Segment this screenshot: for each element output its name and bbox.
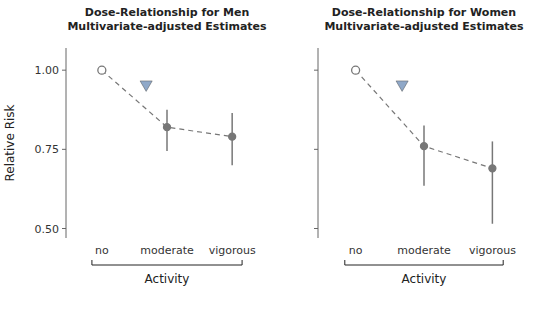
y-tick-label: 0.50 — [35, 223, 60, 236]
title: Dose-Relationship for Women — [332, 6, 516, 19]
panel: Dose-Relationship for MenMultivariate-ad… — [3, 6, 267, 286]
y-tick — [314, 149, 318, 150]
y-tick — [314, 228, 318, 229]
y-axis — [66, 48, 67, 238]
subtitle: Multivariate-adjusted Estimates — [324, 20, 524, 33]
bracket — [92, 260, 242, 265]
bracket — [345, 260, 503, 265]
y-tick — [62, 70, 66, 71]
x-tick-label: moderate — [397, 244, 451, 257]
x-label: Activity — [402, 272, 447, 286]
subtitle: Multivariate-adjusted Estimates — [67, 20, 267, 33]
triangle-marker — [140, 81, 152, 92]
triangle-marker — [396, 81, 408, 92]
plot-area — [98, 66, 236, 165]
error-bar — [492, 141, 494, 223]
panel: Dose-Relationship for WomenMultivariate-… — [314, 6, 524, 286]
x-tick-label: no — [95, 244, 109, 257]
x-tick-label: moderate — [140, 244, 194, 257]
point — [98, 66, 106, 74]
y-tick — [314, 70, 318, 71]
x-label: Activity — [145, 272, 190, 286]
y-tick — [62, 228, 66, 229]
x-tick-label: vigorous — [209, 244, 256, 257]
line — [102, 70, 232, 137]
y-axis — [318, 48, 319, 238]
title: Dose-Relationship for Men — [85, 6, 250, 19]
chart: Dose-Relationship for MenMultivariate-ad… — [0, 0, 550, 312]
y-tick-label: 1.00 — [35, 64, 60, 77]
y-tick-label: 0.75 — [35, 143, 60, 156]
point — [489, 165, 496, 172]
x-tick-label: vigorous — [469, 244, 516, 257]
point — [164, 124, 171, 131]
point — [229, 133, 236, 140]
point — [352, 66, 360, 74]
point — [421, 143, 428, 150]
y-tick — [62, 149, 66, 150]
error-bar — [423, 126, 425, 186]
y-label: Relative Risk — [3, 104, 17, 181]
plot-area — [352, 66, 496, 224]
x-tick-label: no — [349, 244, 363, 257]
